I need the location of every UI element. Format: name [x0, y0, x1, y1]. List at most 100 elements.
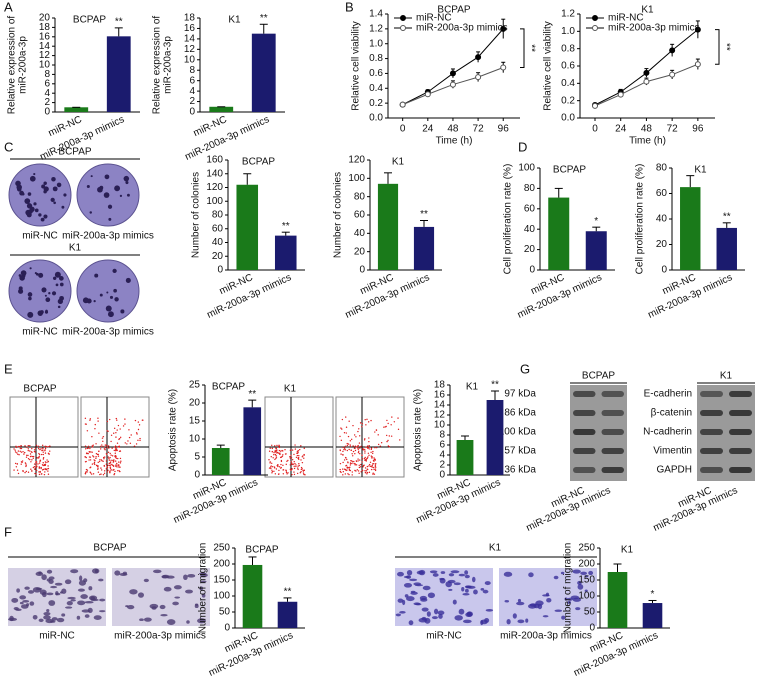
event — [25, 465, 27, 468]
legend-label: miR-NC — [416, 13, 452, 24]
cell — [572, 569, 581, 574]
event — [42, 451, 44, 453]
event — [47, 473, 50, 475]
event — [40, 473, 43, 475]
event — [19, 450, 21, 453]
event — [271, 470, 274, 473]
event — [302, 455, 304, 457]
y-tick-label: 20 — [524, 244, 536, 255]
cell — [572, 597, 582, 602]
event — [124, 418, 126, 420]
y-tick-label: 6 — [44, 78, 50, 89]
legend-label: miR-NC — [608, 13, 644, 24]
event — [110, 440, 112, 443]
event — [364, 469, 366, 472]
colony — [53, 201, 56, 205]
event — [365, 470, 368, 472]
event — [364, 456, 366, 459]
y-tick-label: 1.2 — [561, 9, 575, 20]
cell — [482, 589, 489, 594]
event — [97, 461, 99, 464]
y-tick-label: 50 — [219, 607, 231, 618]
cell — [397, 571, 404, 577]
event — [354, 445, 357, 447]
colony — [123, 175, 130, 182]
y-axis-label: Relative expression of — [7, 16, 18, 115]
x-tick-label: 48 — [447, 124, 459, 135]
event — [271, 469, 273, 471]
colony — [41, 287, 47, 293]
event — [44, 468, 46, 471]
event — [279, 453, 281, 456]
event — [95, 443, 97, 445]
event — [107, 451, 110, 454]
cell — [27, 590, 34, 594]
event — [370, 448, 373, 451]
bracket — [520, 28, 525, 68]
y-tick-label: 15 — [189, 416, 201, 427]
cell — [64, 579, 72, 585]
event — [29, 444, 31, 447]
cell — [454, 615, 463, 621]
event — [270, 467, 272, 470]
colony — [93, 300, 96, 303]
event — [98, 432, 100, 434]
y-tick-label: 80 — [656, 163, 668, 174]
event — [37, 463, 39, 465]
event — [45, 445, 48, 448]
bar — [642, 603, 663, 628]
event — [342, 461, 344, 464]
bar — [274, 235, 297, 270]
colony — [51, 176, 56, 182]
y-tick-label: 0 — [529, 265, 535, 276]
cell — [554, 609, 563, 612]
event — [25, 456, 28, 458]
event — [25, 470, 28, 473]
cell — [584, 589, 588, 593]
event — [357, 458, 359, 460]
cell — [38, 618, 44, 623]
event — [110, 454, 112, 456]
event — [100, 473, 102, 475]
event — [303, 453, 305, 456]
panel-letter: B — [345, 0, 354, 14]
event — [359, 422, 362, 424]
event — [282, 464, 284, 467]
event — [366, 473, 368, 475]
event — [355, 464, 358, 466]
event — [358, 472, 360, 475]
event — [357, 450, 360, 453]
event — [103, 465, 106, 467]
cell — [485, 608, 494, 612]
bar — [64, 107, 89, 112]
panel-letter: G — [520, 361, 530, 376]
y-tick-label: 0 — [194, 470, 200, 481]
event — [44, 447, 47, 450]
event — [342, 474, 344, 476]
colony — [18, 288, 24, 294]
event — [137, 428, 140, 431]
event — [296, 472, 299, 475]
event — [115, 455, 117, 457]
y-tick-label: 8 — [44, 69, 50, 80]
event — [290, 469, 292, 471]
cell — [152, 569, 162, 574]
event — [343, 468, 346, 470]
event — [300, 466, 303, 469]
y-tick-label: 1.4 — [369, 9, 383, 20]
event — [346, 442, 348, 445]
y-tick-label: 10 — [189, 434, 201, 445]
y-tick-label: 40 — [354, 228, 366, 239]
event — [104, 470, 106, 472]
event — [47, 461, 49, 463]
event — [90, 451, 92, 453]
cell — [504, 600, 510, 603]
event — [287, 459, 289, 462]
event — [297, 468, 299, 471]
event — [387, 445, 390, 447]
event — [297, 449, 299, 452]
event — [361, 454, 363, 457]
event — [373, 463, 375, 465]
colony — [108, 217, 112, 221]
y-tick-label: 40 — [656, 214, 668, 225]
